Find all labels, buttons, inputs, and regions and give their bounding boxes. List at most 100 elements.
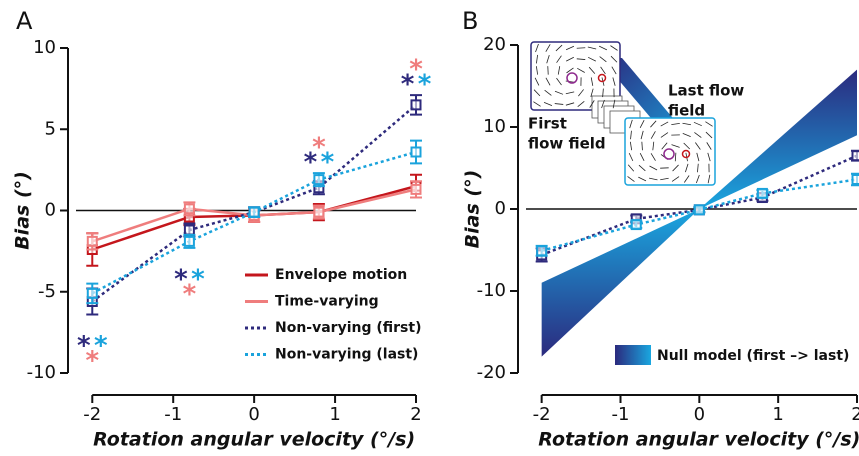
marker [410,183,422,195]
flow-arrow [556,77,562,86]
legend-swatch [615,345,651,365]
flow-arrow [565,102,575,106]
significance-star: * [401,70,415,100]
y-tick-label: 0 [495,198,506,219]
flow-arrow [545,77,551,86]
flow-arrow [566,56,574,62]
flow-arrow [556,55,562,63]
x-tick-label: 0 [694,404,705,425]
flow-arrow [705,121,713,127]
inset-label: field [668,102,705,120]
y-axis-label: Bias (°) [12,171,34,250]
flow-arrow [682,122,691,126]
significance-star: * [418,70,432,100]
flow-arrow [705,131,713,139]
y-tick-label: 10 [483,116,506,137]
flow-arrow [640,130,644,140]
y-tick-label: 10 [33,37,56,58]
flow-arrow [661,142,668,150]
flow-arrow [612,99,616,109]
significance-star: * [85,346,99,376]
first-frame [530,41,621,111]
x-tick-label: 1 [772,404,783,425]
null-model-band [541,209,700,357]
flow-arrow [598,45,608,51]
fixation [663,148,675,160]
flow-arrow [685,163,689,173]
flow-arrow [672,164,679,172]
flow-arrow [535,43,539,53]
flow-arrow [610,55,618,63]
flow-arrow [578,89,584,97]
inset-label: flow field [528,135,606,153]
flow-arrow [577,100,585,108]
x-axis-label: Rotation angular velocity (°/s) [93,429,415,451]
marker [756,187,768,199]
flow-arrow [601,99,605,109]
flow-arrow [599,56,607,63]
significance-star: * [191,264,205,294]
flow-arrow [693,121,702,127]
flow-arrow [707,152,711,162]
legend-label: Non-varying (last) [275,347,418,363]
flow-arrow [534,77,540,86]
flow-arrow [565,80,575,83]
panel-label: B [462,7,478,35]
flow-arrow [660,132,669,138]
y-tick-label: 5 [45,118,56,139]
y-tick-label: 0 [45,200,56,221]
y-tick-label: -10 [477,280,506,301]
flow-arrow [639,153,645,161]
flow-arrow [660,121,669,127]
flow-arrow [587,46,597,50]
flow-arrow [554,103,564,105]
last-frame [624,117,716,186]
x-tick-label: 0 [248,404,259,425]
legend-label: Time-varying [275,294,379,310]
significance-star: * [174,264,188,294]
flow-arrow [545,44,551,52]
flow-arrow [600,66,606,75]
flow-arrow [576,47,586,49]
flow-arrow [683,142,691,150]
flow-arrow [628,152,634,162]
flow-arrow [610,45,618,51]
marker [536,245,548,257]
flow-arrow [706,142,712,150]
y-tick-label: -20 [477,362,506,383]
marker [630,219,642,231]
x-tick-label: 2 [851,404,859,425]
x-tick-label: -2 [83,404,101,425]
legend-label: Envelope motion [275,267,407,283]
flow-arrow [612,77,616,86]
flow-arrow [533,101,541,107]
flow-arrow [546,55,550,64]
flow-arrow [671,144,680,148]
flow-arrow [566,67,574,74]
flow-arrow [627,164,635,172]
flow-arrow [649,177,658,181]
x-tick-label: -1 [612,404,630,425]
flow-arrow [587,56,597,62]
flow-arrow [660,177,669,181]
flow-arrow [544,89,552,96]
flow-arrow [576,58,586,60]
flow-arrow [652,141,655,151]
flow-arrow [682,132,691,138]
flow-arrow [695,142,701,150]
marker [313,174,325,186]
flow-arrow [577,67,585,73]
significance-star: * [321,148,335,178]
marker [183,224,195,236]
flow-arrow [671,122,680,126]
fixation [566,72,578,84]
x-axis-label: Rotation angular velocity (°/s) [538,429,859,451]
marker [313,206,325,218]
flow-arrows [533,43,713,184]
marker [410,99,422,111]
target [597,73,607,83]
flow-arrow [650,153,656,161]
x-tick-label: -1 [164,404,182,425]
flow-arrow [629,141,633,151]
